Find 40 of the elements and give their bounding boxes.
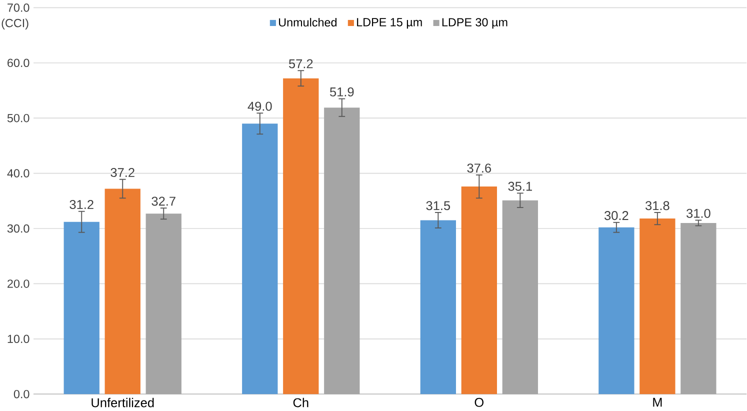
data-label: 37.2 (110, 168, 134, 178)
bar (324, 108, 360, 394)
data-label: 31.0 (686, 208, 710, 218)
bar (598, 227, 634, 394)
data-label: 30.2 (604, 211, 628, 220)
bar (104, 188, 140, 394)
y-tick-label: 10.0 (8, 334, 30, 344)
y-tick-label: 0.0 (14, 390, 30, 398)
legend-label: LDPE 15 µm (357, 18, 422, 29)
bar (64, 222, 100, 394)
bar (242, 124, 278, 394)
data-label: 51.9 (330, 88, 354, 97)
x-tick-label: Unfertilized (92, 398, 154, 408)
x-tick-label: Ch (293, 398, 308, 408)
bar (283, 78, 319, 394)
y-axis-title: (CCI) (2, 18, 28, 30)
bar (502, 200, 538, 394)
y-tick-label: 60.0 (8, 58, 30, 68)
y-tick-label: 20.0 (8, 280, 30, 288)
data-label: 37.6 (467, 164, 492, 173)
data-label: 31.2 (70, 200, 94, 210)
data-label: 32.7 (152, 196, 176, 206)
bar (680, 223, 716, 394)
bar (461, 186, 497, 394)
legend-label: Unmulched (278, 18, 336, 27)
bar (640, 218, 676, 394)
y-tick-label: 40.0 (7, 169, 30, 178)
legend-label: LDPE 30 µm (442, 18, 508, 29)
y-tick-label: 30.0 (7, 224, 30, 233)
data-label: 57.2 (288, 59, 313, 68)
data-label: 31.5 (426, 201, 450, 210)
y-tick-label: 50.0 (7, 114, 30, 122)
x-tick-label: O (474, 398, 484, 407)
data-label: 35.1 (508, 182, 532, 191)
bar (420, 220, 456, 394)
data-label: 31.8 (645, 201, 670, 210)
x-tick-label: M (653, 398, 662, 407)
bar (146, 214, 182, 394)
data-label: 49.0 (248, 102, 272, 111)
y-tick-label: 70.0 (8, 4, 30, 12)
